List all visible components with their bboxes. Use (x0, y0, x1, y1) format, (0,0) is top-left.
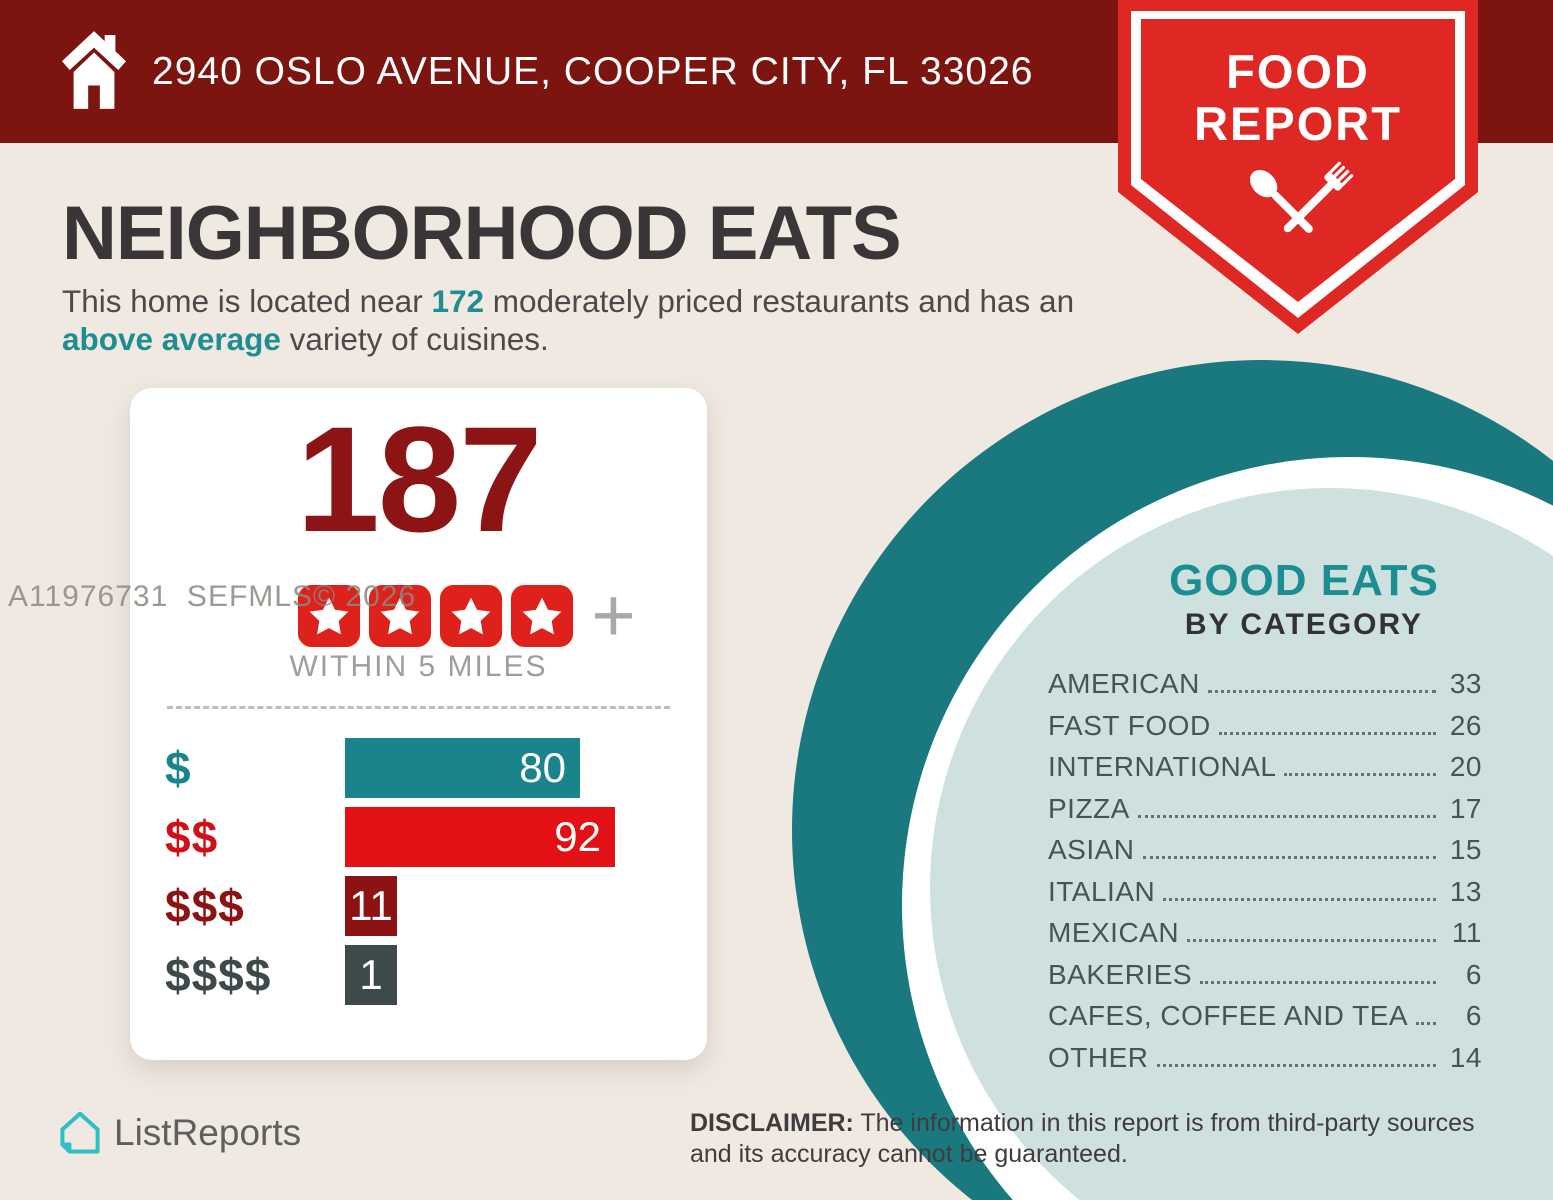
category-value: 17 (1449, 792, 1482, 824)
ribbon-title-report: REPORT (1194, 97, 1402, 150)
star-icon (439, 584, 502, 648)
good-eats-category-list: AMERICAN 33 FAST FOOD 26 INTERNATIONAL 2… (1048, 668, 1482, 1083)
listreports-logo: ListReports (58, 1110, 301, 1156)
category-value: 15 (1449, 834, 1482, 865)
category-row: ITALIAN 13 (1048, 875, 1482, 907)
category-value: 13 (1449, 875, 1482, 907)
page-title: NEIGHBORHOOD EATS (62, 191, 902, 276)
category-label: PIZZA (1048, 792, 1130, 824)
spoon-fork-icon (1249, 161, 1354, 233)
price-tier-bar-chart: $ 80 $$ 92 $$$ 11 $$$$ 1 (165, 738, 687, 1014)
category-label: FAST FOOD (1048, 709, 1211, 741)
category-row: INTERNATIONAL 20 (1048, 751, 1482, 782)
disclaimer-text: The information in this report is from t… (690, 1109, 1475, 1168)
category-value: 14 (1449, 1041, 1482, 1073)
intro-post: variety of cuisines. (280, 321, 549, 357)
category-value: 6 (1465, 958, 1482, 990)
restaurant-stat-card: 187 + WITHIN 5 MILES $ 80 $$ 92 $$$ 11 $… (130, 388, 707, 1060)
intro-pre: This home is located near (62, 283, 432, 319)
home-icon (61, 31, 127, 109)
star-rating: + (130, 573, 707, 658)
category-value: 33 (1449, 668, 1482, 699)
price-tier-bar: 1 (345, 945, 397, 1005)
price-tier-value: 80 (519, 744, 566, 791)
category-row: CAFES, COFFEE AND TEA 6 (1048, 1000, 1482, 1031)
category-value: 26 (1449, 709, 1482, 741)
price-tier-row: $$ 92 (165, 807, 687, 867)
plus-sign: + (591, 573, 636, 658)
category-value: 11 (1451, 917, 1482, 948)
price-tier-bar: 11 (345, 876, 397, 936)
price-tier-bar: 80 (345, 738, 580, 798)
price-tier-label: $$$$ (165, 949, 272, 1001)
category-row: AMERICAN 33 (1048, 668, 1482, 699)
intro-highlight: above average (62, 321, 281, 357)
category-row: BAKERIES 6 (1048, 958, 1482, 990)
star-icon (510, 584, 573, 648)
category-label: CAFES, COFFEE AND TEA (1048, 1000, 1409, 1031)
restaurant-count: 187 (296, 395, 542, 563)
price-tier-row: $$$$ 1 (165, 945, 687, 1005)
category-row: ASIAN 15 (1048, 834, 1482, 865)
radius-label: WITHIN 5 MILES (289, 650, 548, 683)
category-row: OTHER 14 (1048, 1041, 1482, 1073)
price-tier-label: $ (165, 742, 192, 794)
listreports-house-icon (60, 1111, 100, 1154)
category-leader-dots (1187, 939, 1436, 942)
star-icon (368, 584, 431, 648)
category-label: INTERNATIONAL (1048, 751, 1277, 782)
category-leader-dots (1142, 856, 1436, 859)
price-tier-value: 1 (359, 951, 383, 998)
property-address: 2940 OSLO AVENUE, COOPER CITY, FL 33026 (152, 50, 1034, 93)
good-eats-subtitle: BY CATEGORY (1184, 608, 1424, 641)
price-tier-label: $$$ (165, 880, 245, 932)
good-eats-title: GOOD EATS (1169, 556, 1439, 605)
category-leader-dots (1200, 980, 1436, 984)
intro-text: This home is located near 172 moderately… (62, 282, 1092, 358)
category-row: FAST FOOD 26 (1048, 709, 1482, 741)
mls-watermark: A11976731 SEFMLS© 2026 (8, 580, 417, 613)
category-label: BAKERIES (1048, 958, 1193, 990)
category-leader-dots (1156, 1063, 1436, 1067)
category-leader-dots (1207, 690, 1436, 693)
category-leader-dots (1284, 773, 1436, 776)
price-tier-bar: 92 (345, 807, 615, 867)
listreports-wordmark: ListReports (114, 1112, 302, 1153)
price-tier-value: 92 (554, 813, 601, 860)
category-label: ITALIAN (1048, 875, 1156, 907)
disclaimer: DISCLAIMER: The information in this repo… (690, 1108, 1510, 1170)
category-label: AMERICAN (1048, 668, 1200, 699)
price-tier-label: $$ (165, 811, 219, 863)
ribbon-shape (1118, 0, 1478, 334)
price-tier-row: $ 80 (165, 738, 687, 798)
price-tier-row: $$$ 11 (165, 876, 687, 936)
category-value: 6 (1465, 1000, 1482, 1031)
disclaimer-label: DISCLAIMER: (690, 1109, 854, 1137)
category-leader-dots (1137, 814, 1436, 818)
category-label: OTHER (1048, 1041, 1149, 1073)
intro-restaurant-count: 172 (431, 283, 484, 319)
category-leader-dots (1218, 731, 1436, 735)
food-report-ribbon: FOOD REPORT (1112, 0, 1484, 340)
category-leader-dots (1163, 897, 1436, 901)
category-leader-dots (1416, 1022, 1436, 1025)
category-value: 20 (1449, 751, 1482, 782)
dashed-divider (167, 706, 670, 709)
price-tier-value: 11 (349, 882, 393, 929)
star-icon (297, 584, 360, 648)
category-row: PIZZA 17 (1048, 792, 1482, 824)
intro-mid: moderately priced restaurants and has an (484, 283, 1075, 319)
category-row: MEXICAN 11 (1048, 917, 1482, 948)
ribbon-title-food: FOOD (1226, 45, 1370, 98)
category-label: MEXICAN (1048, 917, 1180, 948)
category-label: ASIAN (1048, 834, 1135, 865)
